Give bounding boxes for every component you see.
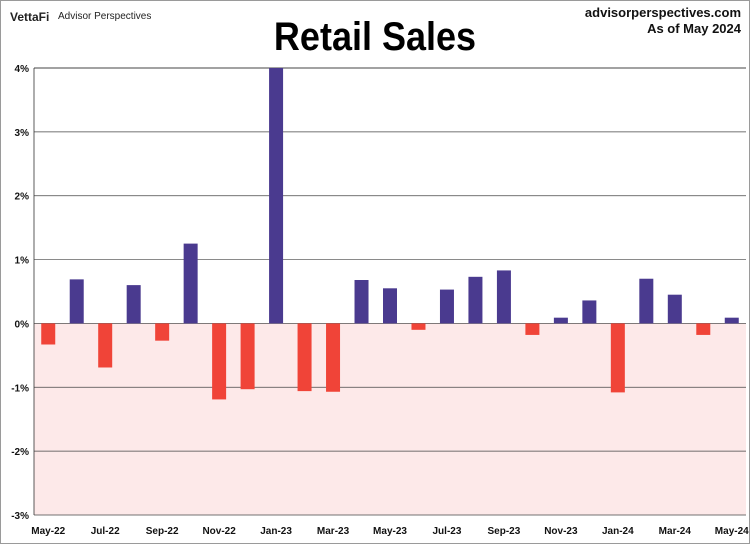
bar-may-24 [724,317,739,324]
x-tick-label: May-24 [715,526,749,537]
negative-band [34,323,746,515]
y-tick-label: -1% [11,383,29,394]
bar-apr-24 [696,323,711,335]
bar-aug-23 [468,276,483,324]
x-tick-label: Nov-23 [544,526,578,537]
x-tick-label: Mar-23 [317,526,350,537]
x-tick-label: Jan-23 [260,526,292,537]
site-url: advisorperspectives.com [584,5,741,20]
bar-jul-22 [98,323,113,368]
y-tick-label: 4% [15,64,30,75]
y-tick-label: 2% [15,192,30,203]
bar-jun-23 [411,323,426,330]
y-tick-label: 3% [15,128,30,139]
bar-sep-23 [496,270,511,324]
as-of-date: As of May 2024 [647,21,741,36]
x-tick-label: May-23 [373,526,407,537]
chart-title: Retail Sales [273,15,477,59]
bar-may-23 [383,288,397,324]
brand-subtitle: Advisor Perspectives [58,11,152,22]
bar-oct-22 [183,243,198,324]
bar-nov-22 [212,323,227,400]
x-tick-label: May-22 [31,526,65,537]
bar-jul-23 [439,289,454,324]
bar-dec-23 [582,300,597,324]
y-tick-label: 1% [15,256,30,267]
y-tick-label: -2% [11,447,29,458]
bar-may-22 [41,323,56,345]
bar-feb-24 [639,278,654,324]
x-tick-label: Sep-23 [488,526,521,537]
bar-oct-23 [525,323,540,335]
bar-mar-24 [667,294,682,324]
x-tick-label: Nov-22 [202,526,236,537]
bar-jan-24 [610,323,625,393]
source-info: advisorperspectives.com As of May 2024 [585,5,741,37]
bar-jun-22 [69,279,84,324]
bar-apr-23 [354,280,369,324]
y-tick-label: 0% [15,319,30,330]
vettafi-logo: VettaFi [10,10,50,24]
x-tick-label: Sep-22 [146,526,179,537]
bar-feb-23 [297,323,312,392]
x-tick-label: Jan-24 [602,526,634,537]
bar-jan-23 [269,68,284,324]
y-tick-label: -3% [11,511,29,522]
x-tick-label: Jul-23 [433,526,462,537]
bar-nov-23 [553,317,568,324]
bar-mar-23 [326,323,341,392]
x-tick-label: Jul-22 [91,526,120,537]
x-tick-label: Mar-24 [659,526,692,537]
bar-aug-22 [126,285,141,324]
bar-sep-22 [155,323,170,341]
bar-dec-22 [240,323,255,390]
